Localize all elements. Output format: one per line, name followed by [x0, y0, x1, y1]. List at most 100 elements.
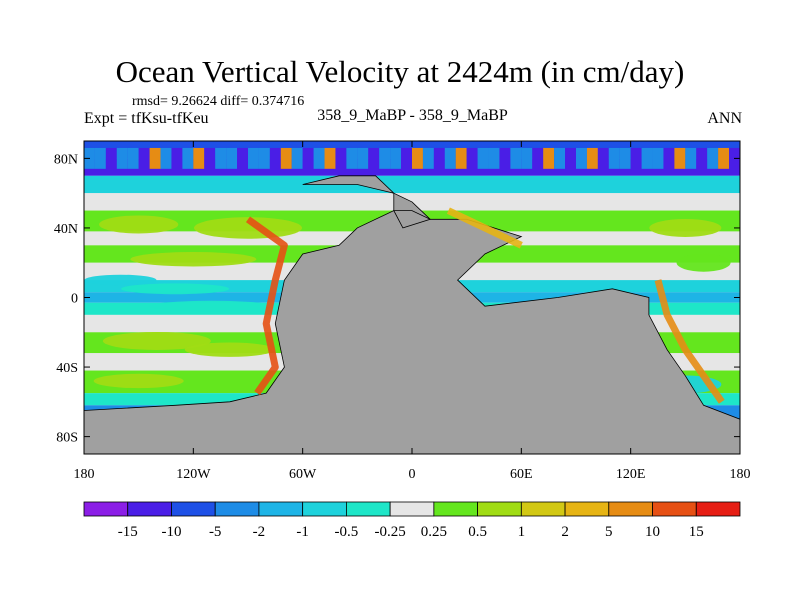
arctic-cell	[324, 147, 336, 169]
arctic-cell	[248, 147, 259, 169]
arctic-cell	[182, 147, 194, 169]
arctic-cell	[215, 147, 227, 169]
arctic-cell	[663, 147, 675, 169]
velocity-blob	[121, 283, 230, 295]
colorbar: -15 -10 -5 -2 -1 -0.5 -0.25 0.25 0.5 1 2 5 10 15	[83, 501, 741, 540]
arctic-cell	[116, 147, 128, 169]
arctic-cell	[280, 147, 292, 169]
arctic-cell	[685, 147, 697, 169]
arctic-cell	[586, 147, 598, 169]
arctic-cell	[543, 147, 555, 169]
velocity-blob	[99, 215, 179, 234]
arctic-cell	[127, 147, 139, 169]
arctic-cell	[433, 147, 445, 169]
arctic-cell	[160, 147, 172, 169]
arctic-cell	[204, 147, 216, 169]
arctic-cell	[521, 147, 533, 169]
case-label: 358_9_MaBP - 358_9_MaBP	[317, 107, 508, 124]
arctic-cell	[357, 147, 369, 169]
velocity-blob	[676, 253, 731, 272]
colorbar-label: -5	[209, 524, 222, 540]
colorbar-swatch	[477, 501, 522, 517]
arctic-cell	[444, 147, 456, 169]
y-tick-label: 40N	[54, 222, 78, 237]
chart-title: Ocean Vertical Velocity at 2424m (in cm/…	[115, 54, 685, 89]
arctic-cell	[532, 147, 544, 169]
colorbar-label: 15	[689, 524, 704, 540]
arctic-cell	[608, 147, 620, 169]
colorbar-label: -1	[296, 524, 309, 540]
colorbar-swatch	[171, 501, 216, 517]
arctic-cell	[477, 147, 489, 169]
arctic-cell	[597, 147, 609, 169]
coastal-fringe	[446, 207, 523, 249]
colorbar-swatch	[214, 501, 260, 517]
y-tick-label: 80N	[54, 152, 78, 167]
colorbar-swatch	[652, 501, 697, 517]
velocity-blob	[148, 300, 275, 312]
colorbar-swatch	[127, 501, 172, 517]
velocity-blob	[102, 331, 211, 350]
arctic-cell	[105, 147, 117, 169]
colorbar-label: -2	[253, 524, 266, 540]
arctic-cell	[149, 147, 161, 169]
stats-label: rmsd= 9.26624 diff= 0.374716	[132, 94, 305, 109]
arctic-cell	[269, 147, 281, 169]
ocean-band	[84, 175, 740, 194]
colorbar-label: 1	[518, 524, 526, 540]
arctic-cell	[335, 147, 347, 169]
velocity-blob	[130, 252, 257, 267]
arctic-cell	[455, 147, 467, 169]
x-tick-label: 0	[409, 467, 416, 482]
x-tick-label: 120E	[616, 467, 646, 482]
arctic-cell	[619, 147, 631, 169]
colorbar-swatch	[258, 501, 304, 517]
colorbar-swatch	[695, 501, 741, 517]
arctic-cell	[401, 147, 412, 169]
colorbar-swatch	[345, 501, 391, 517]
season-label: ANN	[707, 110, 742, 127]
arctic-cell	[94, 147, 106, 169]
arctic-cell	[379, 147, 391, 169]
colorbar-swatch	[520, 501, 566, 517]
colorbar-swatch	[608, 501, 653, 517]
arctic-cell	[652, 147, 664, 169]
colorbar-swatch	[389, 501, 435, 517]
velocity-blob	[194, 217, 302, 239]
velocity-blob	[84, 274, 157, 286]
velocity-blob	[93, 373, 184, 389]
colorbar-label: -0.5	[335, 524, 359, 540]
x-tick-label: 180	[74, 467, 95, 482]
x-tick-label: 120W	[176, 467, 211, 482]
arctic-cell	[313, 147, 325, 169]
arctic-cell	[466, 147, 478, 169]
arctic-cell	[346, 147, 358, 169]
arctic-cell	[422, 147, 434, 169]
arctic-cell	[258, 147, 270, 169]
arctic-cell	[488, 147, 500, 169]
map-field	[84, 141, 740, 454]
colorbar-swatch	[564, 501, 610, 517]
arctic-cell	[193, 147, 205, 169]
arctic-cell	[237, 147, 248, 169]
x-tick-label: 60E	[510, 467, 533, 482]
arctic-cell	[576, 147, 587, 169]
y-tick-label: 40S	[56, 361, 78, 376]
colorbar-label: 0.25	[421, 524, 447, 540]
arctic-cell	[554, 147, 566, 169]
colorbar-label: 0.5	[468, 524, 487, 540]
colorbar-swatch	[433, 501, 479, 517]
arctic-cell	[226, 147, 238, 169]
arctic-cell	[291, 147, 303, 169]
coastal-fringe	[245, 216, 288, 396]
arctic-cell	[565, 147, 576, 169]
y-tick-label: 80S	[56, 431, 78, 446]
velocity-blob	[649, 218, 722, 237]
arctic-cell	[707, 147, 719, 169]
arctic-cell	[696, 147, 708, 169]
arctic-cell	[510, 147, 522, 169]
arctic-cell	[674, 147, 686, 169]
colorbar-label: 10	[645, 524, 660, 540]
arctic-cell	[718, 147, 730, 169]
